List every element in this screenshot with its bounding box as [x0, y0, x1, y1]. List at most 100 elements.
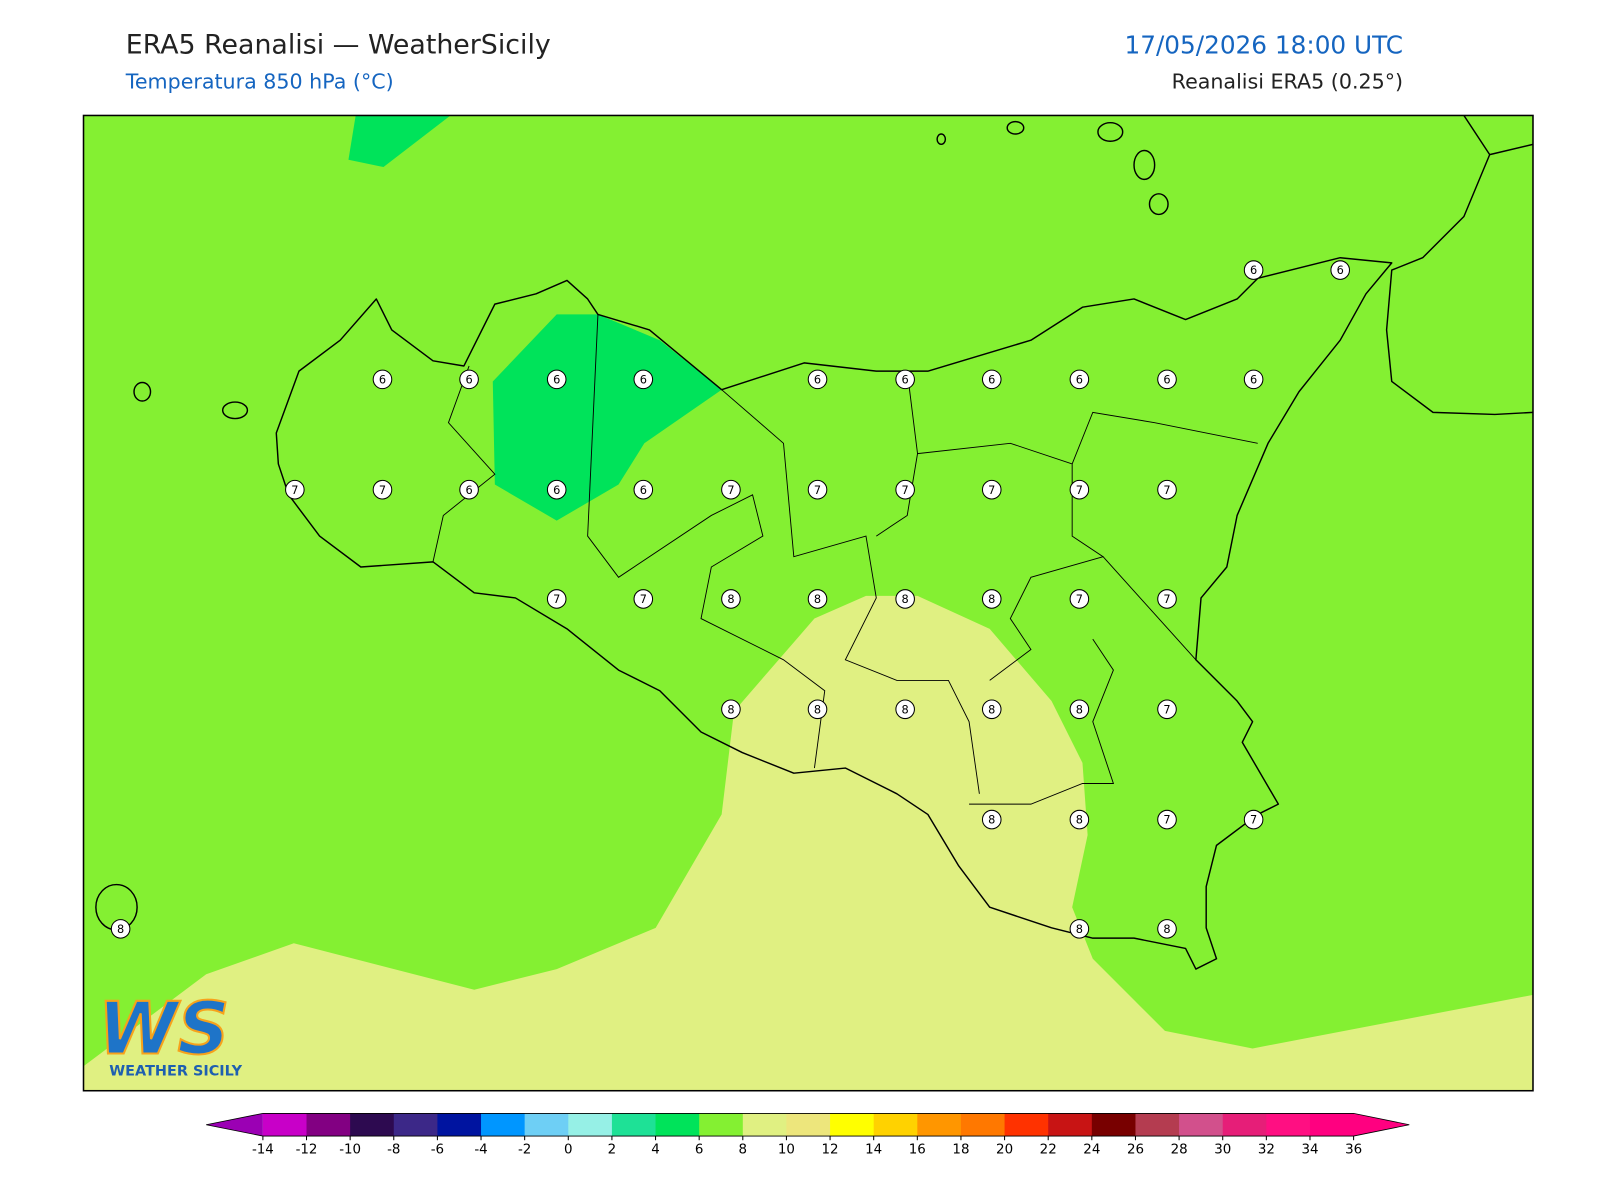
point-marker	[807, 699, 828, 720]
island	[1006, 120, 1025, 135]
point-value: 7	[902, 483, 909, 497]
point-value: 6	[379, 373, 386, 387]
point-value: 7	[1163, 813, 1170, 827]
point-marker	[546, 369, 567, 390]
island	[221, 401, 249, 420]
point-marker	[459, 369, 479, 390]
point-value: 7	[640, 592, 647, 606]
colorbar-under	[206, 1113, 263, 1137]
datetime: 17/05/2026 18:00 UTC	[1124, 31, 1403, 60]
point-value: 6	[1163, 373, 1170, 387]
point-marker	[981, 479, 1002, 500]
source: Reanalisi ERA5 (0.25°)	[1172, 70, 1403, 94]
map: 6 6 6 6 6 6 6 6 6 6 6 6 7 7 6 6 6 7 7 7 7 7 7 7 7 8 8 8 8 7 7 8 8 8 8 8 7 8 8 7…	[82, 114, 1534, 1092]
point-marker	[546, 479, 567, 500]
point-value: 8	[988, 813, 995, 827]
colorbar-bin	[1179, 1113, 1224, 1137]
point-marker	[1069, 699, 1090, 720]
logo-name: WEATHER SICILY	[109, 1063, 242, 1079]
colorbar-bin	[1135, 1113, 1180, 1137]
point-value: 8	[814, 702, 821, 716]
colorbar-tick-label: 4	[651, 1143, 660, 1158]
point-value: 8	[117, 922, 124, 936]
point-marker	[721, 589, 741, 609]
point-marker	[895, 479, 915, 500]
point-marker	[895, 369, 915, 390]
colorbar-tick-label: 2	[608, 1143, 617, 1158]
point-value: 6	[1250, 373, 1257, 387]
colorbar-tick-label: 6	[695, 1143, 704, 1158]
point-marker	[981, 809, 1002, 830]
point-marker	[459, 479, 479, 500]
point-value: 6	[465, 483, 472, 497]
point-marker	[372, 369, 393, 390]
colorbar-tick-label: 12	[822, 1143, 839, 1158]
point-value: 7	[1163, 483, 1170, 497]
colorbar-tick-label: 8	[739, 1143, 748, 1158]
point-marker	[721, 479, 741, 500]
point-value: 6	[814, 373, 821, 387]
colorbar-over	[1353, 1113, 1410, 1137]
colorbar-bin	[830, 1113, 875, 1137]
point-marker	[981, 699, 1002, 720]
colorbar-tick-label: 34	[1301, 1143, 1318, 1158]
island	[1097, 121, 1124, 142]
point-marker	[807, 589, 828, 609]
island	[133, 381, 152, 402]
point-marker	[372, 479, 393, 500]
point-marker	[1243, 260, 1264, 280]
point-marker	[633, 479, 654, 500]
colorbar-tick-label: 32	[1258, 1143, 1275, 1158]
point-value: 7	[1076, 483, 1083, 497]
point-marker	[633, 369, 654, 390]
point-marker	[1243, 809, 1264, 830]
point-value: 8	[1076, 702, 1083, 716]
colorbar-bin	[1048, 1113, 1093, 1137]
colorbar-bin	[1266, 1113, 1311, 1137]
point-marker	[895, 589, 915, 609]
point-value: 7	[1163, 592, 1170, 606]
point-value: 7	[379, 483, 386, 497]
colorbar-tick-label: 0	[564, 1143, 573, 1158]
point-value: 8	[1076, 813, 1083, 827]
point-value: 7	[1250, 813, 1257, 827]
point-marker	[807, 369, 828, 390]
colorbar-tick-label: 30	[1214, 1143, 1231, 1158]
colorbar-bin	[1222, 1113, 1267, 1137]
colorbar: -14 -12 -10 -8 -6 -4 -2 0 2 4 6 8 10 12 14 16 18 20 22 24 26…	[206, 1112, 1410, 1158]
subtitle: Temperatura 850 hPa (°C)	[125, 70, 394, 94]
point-value: 6	[640, 483, 647, 497]
colorbar-bin	[437, 1113, 482, 1137]
colorbar-tick-label: 18	[952, 1143, 969, 1158]
point-value: 6	[553, 483, 560, 497]
colorbar-tick-label: 10	[778, 1143, 795, 1158]
point-marker	[633, 589, 654, 609]
point-value: 8	[1163, 922, 1170, 936]
colorbar-bin	[393, 1113, 438, 1137]
band-4-6	[348, 115, 451, 168]
colorbar-tick-label: 24	[1083, 1143, 1100, 1158]
colorbar-bin	[611, 1113, 657, 1137]
point-value: 8	[988, 592, 995, 606]
logo-mark: WS	[98, 988, 230, 1072]
point-value: 8	[727, 592, 734, 606]
point-marker	[1157, 479, 1177, 500]
point-value: 6	[465, 373, 472, 387]
map-frame	[82, 114, 1534, 1092]
point-value: 6	[1076, 373, 1083, 387]
island	[1133, 149, 1156, 181]
point-value: 7	[1076, 592, 1083, 606]
point-marker	[1157, 369, 1177, 390]
point-marker	[981, 369, 1002, 390]
point-value: 6	[553, 373, 560, 387]
point-value: 6	[640, 373, 647, 387]
colorbar-bin	[742, 1113, 787, 1137]
point-marker	[546, 589, 567, 609]
colorbar-bin	[1309, 1113, 1355, 1137]
colorbar-tick-label: 14	[865, 1143, 882, 1158]
colorbar-tick-label: -8	[387, 1143, 400, 1158]
point-value: 6	[1337, 263, 1344, 277]
title: ERA5 Reanalisi — WeatherSicily	[126, 30, 551, 61]
sicily-coast	[275, 257, 1393, 970]
